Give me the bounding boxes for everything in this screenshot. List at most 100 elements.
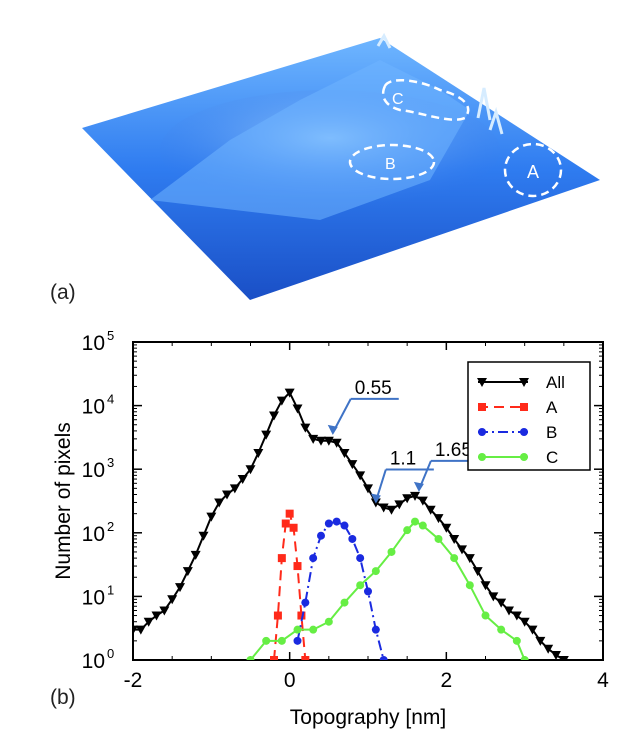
topography-surface-3d: A B C (82, 32, 600, 300)
legend-item-B: B (478, 423, 557, 442)
series-C-point (293, 625, 302, 634)
series-C-point (512, 636, 521, 645)
series-A-point (285, 509, 294, 518)
series-All (133, 388, 569, 660)
legend-item-C: C (478, 448, 558, 467)
series-All-point (190, 550, 201, 560)
series-C-point (434, 534, 443, 543)
series-All-point (519, 617, 530, 627)
series-B-point (520, 428, 528, 436)
series-C-point (450, 554, 459, 563)
y-tick-label-base: 10 (82, 650, 105, 673)
surface-ridge (150, 60, 470, 220)
series-All-point (378, 503, 389, 513)
series-C-point (418, 521, 427, 530)
series-C-point (411, 517, 419, 526)
legend-item-A: A (478, 398, 558, 417)
series-C-point (277, 636, 286, 645)
series-B-point (348, 534, 357, 543)
region-b-label: B (385, 156, 396, 173)
series-C-point (481, 611, 490, 620)
series-All-point (316, 436, 326, 446)
series-All-point (410, 491, 420, 501)
series-All-point (245, 465, 256, 475)
series-All-point (472, 567, 483, 577)
series-All-point (441, 523, 452, 533)
region-a-label: A (527, 162, 539, 182)
surface-peaks (376, 32, 504, 135)
y-tick-label-exponent: 5 (107, 328, 114, 343)
series-C-point (387, 547, 396, 556)
series-All-point (433, 514, 444, 524)
series-A-point (520, 403, 528, 411)
series-All-point (402, 494, 413, 504)
series-C-point (371, 567, 380, 576)
series-B (293, 517, 388, 660)
legend-label: B (546, 423, 557, 442)
annotation-arrowhead (327, 424, 338, 435)
series-B-point (317, 531, 325, 540)
series-C-line (249, 520, 526, 660)
series-A-point (277, 554, 286, 563)
series-A (270, 509, 310, 660)
series-All-point (535, 636, 546, 646)
x-tick-label: -2 (124, 669, 143, 692)
region-b-outline (348, 143, 436, 181)
series-All-point (292, 404, 303, 414)
series-C-point (324, 617, 333, 626)
series-C-point (478, 453, 486, 461)
series-C-point (340, 598, 349, 607)
legend-label: All (546, 373, 565, 392)
y-tick-label-base: 10 (82, 396, 105, 419)
y-tick-label-exponent: 2 (107, 519, 114, 534)
series-All-point (133, 625, 138, 635)
series-C-point (356, 581, 365, 590)
series-All-point (511, 611, 522, 621)
series-All-point (558, 656, 569, 660)
panel-b-label: (b) (50, 686, 76, 709)
series-All-point (229, 484, 240, 494)
series-All-point (331, 438, 342, 448)
x-tick-label: 4 (597, 669, 609, 692)
series-C-point (520, 453, 528, 461)
series-A-point (273, 611, 282, 620)
series-B-point (371, 625, 380, 634)
series-B-point (340, 521, 349, 530)
y-tick-label-base: 10 (82, 586, 105, 609)
series-B-point (324, 519, 333, 528)
series-All-point (276, 396, 287, 406)
series-All-point (488, 592, 499, 602)
series-All-point (464, 554, 475, 564)
series-All-point (214, 498, 225, 508)
series-All-point (159, 606, 170, 616)
x-tick-label: 2 (440, 669, 452, 692)
series-All-point (425, 505, 436, 515)
series-All-point (300, 423, 311, 433)
series-All-point (347, 460, 358, 470)
series-All-point (527, 625, 538, 635)
series-All-point (496, 598, 507, 608)
series-All-point (449, 534, 460, 544)
series-All-point (480, 581, 491, 591)
series-All-point (457, 545, 467, 555)
series-All-point (206, 512, 217, 522)
series-All-point (167, 595, 178, 605)
series-B-point (364, 587, 372, 596)
series-All-point (386, 505, 397, 515)
series-B-line (296, 520, 385, 660)
series-B-point (379, 656, 388, 660)
series-All-point (198, 531, 209, 541)
legend-item-All: All (477, 373, 565, 392)
series-All-point (519, 378, 529, 387)
legend-box (467, 361, 591, 471)
annotation-label: 0.55 (355, 378, 392, 399)
series-All-point (253, 448, 264, 458)
series-B-point (293, 636, 302, 645)
annotation-label: 1.65 (435, 440, 472, 461)
y-axis-label: Number of pixels (52, 422, 75, 580)
series-All-point (363, 484, 373, 494)
series-C-point (309, 625, 318, 634)
series-All-point (175, 583, 185, 593)
y-tick-label-base: 10 (82, 459, 105, 482)
region-c-outline (381, 78, 470, 121)
